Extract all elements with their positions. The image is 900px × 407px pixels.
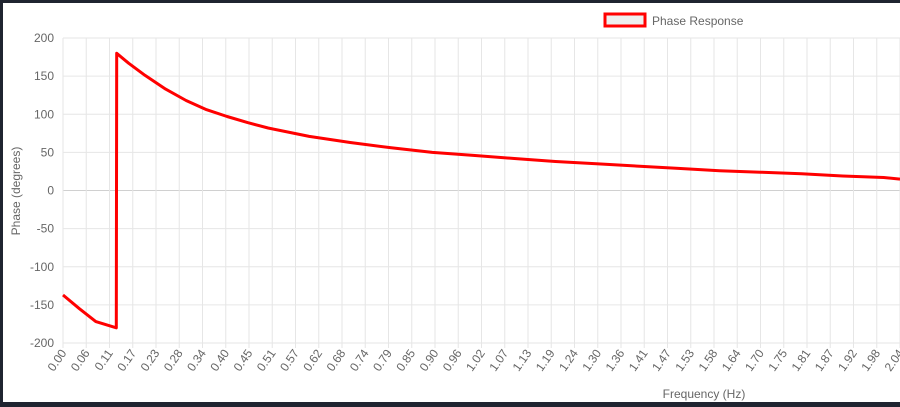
x-tick-label: 0.51: [254, 346, 279, 373]
x-tick-label: 0.90: [417, 346, 442, 373]
x-tick-label: 1.70: [742, 346, 767, 373]
x-tick-label: 1.87: [812, 346, 837, 373]
x-tick-label: 0.34: [184, 346, 209, 373]
legend[interactable]: Phase Response: [603, 12, 744, 28]
y-tick-label: 0: [47, 184, 54, 198]
x-tick-label: 0.68: [324, 346, 349, 373]
x-tick-label: 1.02: [463, 346, 488, 373]
x-tick-label: 1.13: [510, 346, 535, 373]
x-tick-label: 0.57: [277, 346, 302, 373]
x-tick-label: 0.17: [114, 346, 139, 373]
y-tick-label: 150: [34, 69, 54, 83]
legend-label[interactable]: Phase Response: [652, 14, 744, 28]
x-tick-label: 0.85: [393, 346, 418, 373]
x-tick-label: 1.19: [533, 346, 558, 373]
series-line-phase-response: [62, 51, 900, 330]
x-tick-label: 1.64: [719, 346, 744, 373]
y-tick-label: 200: [34, 31, 54, 45]
x-tick-label: 1.24: [556, 346, 581, 373]
x-axis-ticks: 0.000.060.110.170.230.280.340.400.450.51…: [45, 346, 900, 373]
y-tick-label: 100: [34, 107, 54, 121]
x-tick-label: 1.30: [579, 346, 604, 373]
x-axis-title: Frequency (Hz): [663, 387, 746, 401]
y-tick-label: 50: [41, 145, 55, 159]
x-tick-label: 1.81: [789, 346, 814, 373]
y-tick-label: -200: [30, 336, 54, 350]
x-tick-label: 0.06: [68, 346, 93, 373]
y-axis-ticks: 200 150 100 50 0 -50 -100 -150 -200: [30, 31, 54, 350]
x-tick-label: 0.11: [92, 346, 117, 373]
y-axis-title: Phase (degrees): [9, 147, 23, 236]
x-tick-label: 0.23: [138, 346, 163, 373]
x-tick-label: 1.53: [672, 346, 697, 373]
x-tick-label: 1.36: [603, 346, 628, 373]
y-tick-label: -100: [30, 260, 54, 274]
x-tick-label: 0.74: [347, 346, 372, 373]
grid: [62, 37, 900, 348]
y-tick-label: -150: [30, 298, 54, 312]
x-tick-label: 1.92: [835, 346, 860, 373]
x-tick-label: 1.47: [649, 346, 674, 373]
x-tick-label: 0.45: [231, 346, 256, 373]
x-tick-label: 0.96: [440, 346, 465, 373]
x-tick-label: 0.62: [300, 346, 325, 373]
y-tick-label: -50: [37, 222, 55, 236]
x-tick-label: 1.75: [765, 346, 790, 373]
x-tick-label: 2.04: [882, 346, 900, 373]
legend-swatch[interactable]: [603, 12, 647, 28]
phase-chart: 200 150 100 50 0 -50 -100 -150 -200 0.000.060.11…: [9, 12, 900, 401]
x-tick-label: 0.00: [45, 346, 70, 373]
x-tick-label: 1.58: [696, 346, 721, 373]
x-tick-label: 0.40: [207, 346, 232, 373]
x-tick-label: 1.98: [858, 346, 883, 373]
x-tick-label: 0.79: [370, 346, 395, 373]
x-tick-label: 1.07: [486, 346, 511, 373]
x-tick-label: 0.28: [161, 346, 186, 373]
x-tick-label: 1.41: [626, 346, 651, 373]
